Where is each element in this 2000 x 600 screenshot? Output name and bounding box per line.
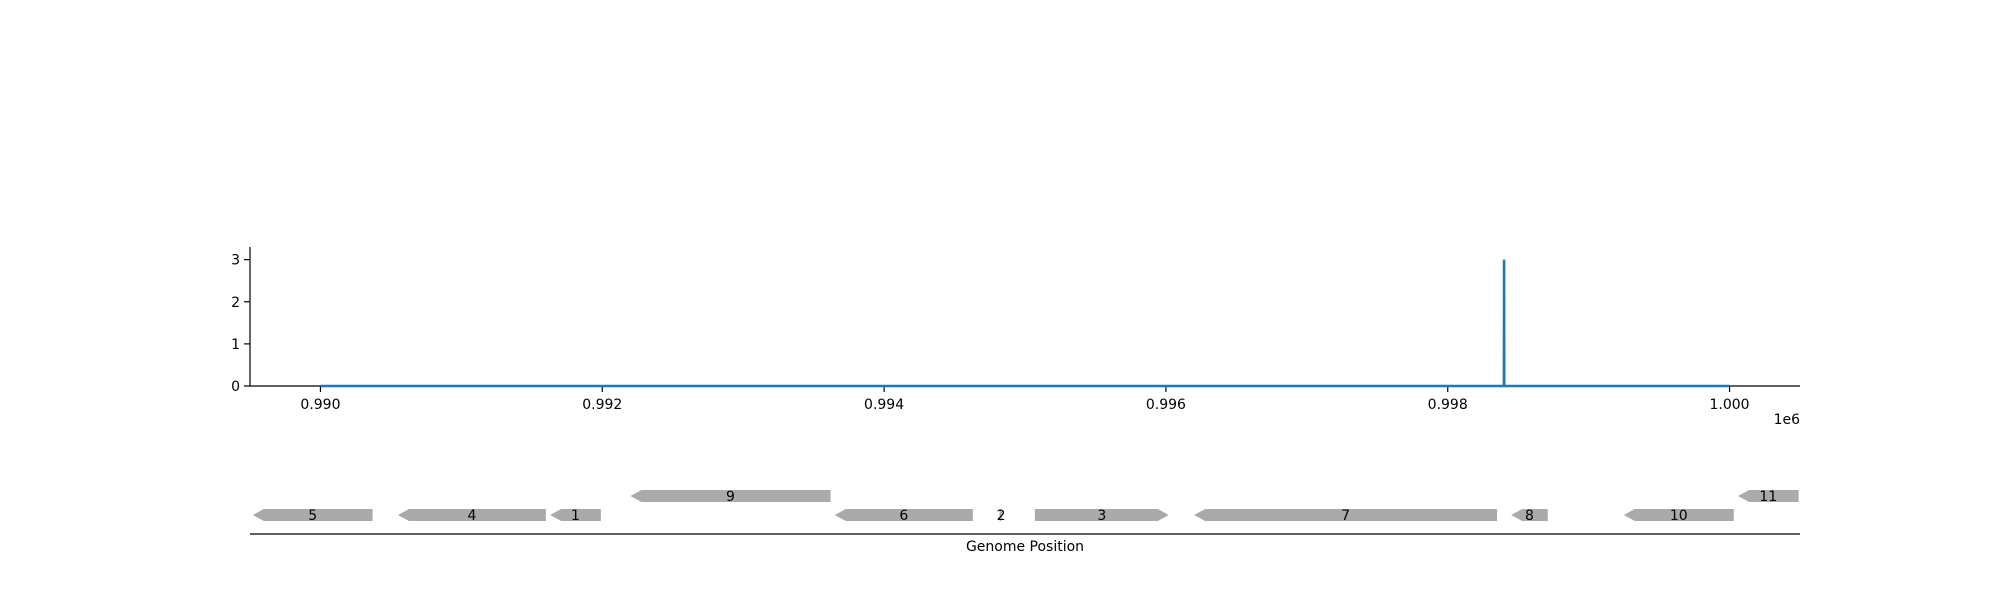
gene-feature: 3 bbox=[1034, 508, 1169, 524]
gene-label: 5 bbox=[308, 508, 317, 524]
x-tick-label: 0.998 bbox=[1428, 397, 1468, 413]
gene-feature: 2 bbox=[997, 508, 1006, 524]
gene-track: 5 4 1 9 6 2 3 7 8 10 11 Genome Position bbox=[250, 489, 1800, 555]
gene-label: 8 bbox=[1525, 508, 1534, 524]
gene-feature: 9 bbox=[630, 489, 831, 505]
gene-label: 4 bbox=[467, 508, 476, 524]
y-tick-label: 2 bbox=[231, 295, 240, 311]
gene-label: 10 bbox=[1670, 508, 1688, 524]
genome-position-label: Genome Position bbox=[966, 539, 1084, 555]
gene-arrow bbox=[1194, 509, 1498, 521]
gene-arrow bbox=[252, 509, 373, 521]
x-tick-label: 1.000 bbox=[1709, 397, 1749, 413]
gene-arrow bbox=[834, 509, 973, 521]
gene-arrow bbox=[630, 490, 831, 502]
x-offset-label: 1e6 bbox=[1774, 412, 1801, 428]
gene-feature: 8 bbox=[1511, 508, 1548, 524]
gene-feature: 5 bbox=[252, 508, 373, 524]
gene-arrow bbox=[999, 509, 1003, 521]
gene-feature: 1 bbox=[550, 508, 601, 524]
x-ticks: 0.990 0.992 0.994 0.996 0.998 1.000 bbox=[300, 386, 1750, 413]
x-tick-label: 0.990 bbox=[300, 397, 340, 413]
gene-label: 9 bbox=[726, 489, 735, 505]
y-ticks: 0 1 2 3 bbox=[231, 253, 250, 395]
gene-feature: 7 bbox=[1194, 508, 1498, 524]
coverage-plot: 0 1 2 3 0.990 0.992 0.994 0.996 0.998 1.000 1e6 bbox=[231, 247, 1800, 428]
gene-label: 11 bbox=[1759, 489, 1777, 505]
gene-label: 7 bbox=[1341, 508, 1350, 524]
gene-arrow bbox=[1623, 509, 1734, 521]
coverage-line-series bbox=[320, 259, 1730, 388]
gene-feature: 10 bbox=[1623, 508, 1734, 524]
x-tick-label: 0.992 bbox=[582, 397, 622, 413]
gene-feature: 4 bbox=[397, 508, 546, 524]
gene-label: 1 bbox=[571, 508, 580, 524]
gene-feature: 6 bbox=[834, 508, 973, 524]
gene-features: 5 4 1 9 6 2 3 7 8 10 11 bbox=[252, 489, 1799, 524]
gene-arrow bbox=[1738, 490, 1799, 502]
y-tick-label: 3 bbox=[231, 253, 240, 269]
gene-arrow bbox=[1511, 509, 1548, 521]
y-tick-label: 0 bbox=[231, 379, 240, 395]
y-tick-label: 1 bbox=[231, 337, 240, 353]
gene-arrow bbox=[1034, 509, 1169, 521]
gene-label: 6 bbox=[899, 508, 908, 524]
x-tick-label: 0.994 bbox=[864, 397, 904, 413]
gene-label: 3 bbox=[1097, 508, 1106, 524]
gene-feature: 11 bbox=[1738, 489, 1799, 505]
gene-arrow bbox=[397, 509, 546, 521]
gene-arrow bbox=[550, 509, 601, 521]
x-tick-label: 0.996 bbox=[1146, 397, 1186, 413]
gene-label: 2 bbox=[997, 508, 1006, 524]
